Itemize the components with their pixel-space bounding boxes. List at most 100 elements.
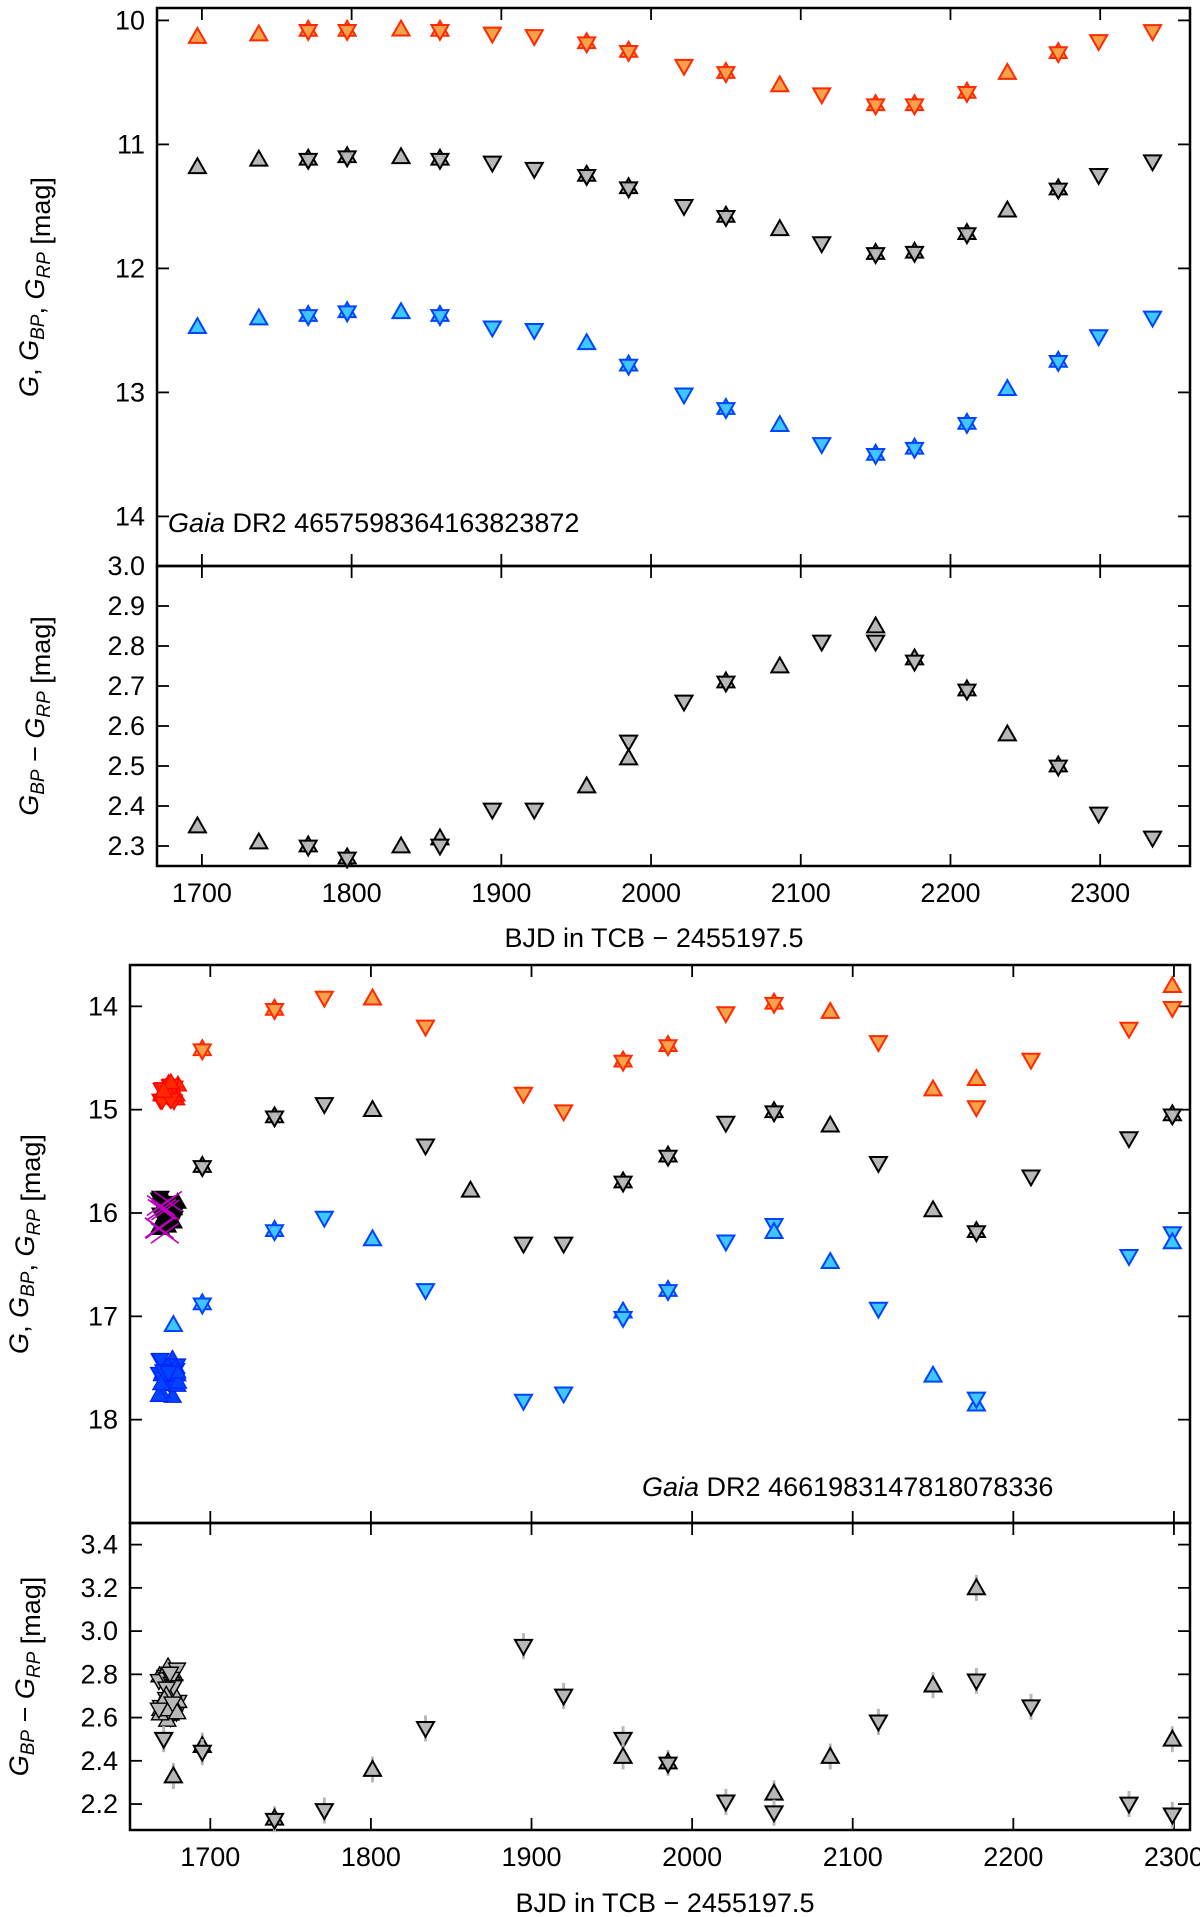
data-point [922,1364,944,1383]
x-tick-label: 1800 [322,878,382,908]
data-point [1162,1728,1183,1747]
y-axis-title-part: G [10,1678,40,1699]
data-point [513,1638,534,1657]
data-point-down [297,23,319,42]
y-tick-label: 14 [88,991,118,1021]
y-tick-label: 14 [115,501,145,531]
data-point [187,156,208,175]
x-tick-label: 2100 [771,878,831,908]
data-point-down [1048,46,1069,65]
data-point-down [715,675,737,694]
x-tick-label: 1900 [501,1842,561,1872]
y-axis-title-part: G [10,1236,40,1257]
data-point-down [336,23,358,42]
data-point-down [576,169,597,187]
data-point-down [297,152,319,171]
data-point [811,437,832,455]
cluster-marker [158,1365,179,1383]
y-axis-title: G, GBP, GRP [mag] [14,177,56,397]
annotation-italic: Gaia [642,1472,699,1502]
y-axis-title-part: RP [34,252,55,279]
data-point [1020,1052,1042,1071]
y-tick-label: 10 [115,5,145,35]
data-point [553,1386,574,1405]
y-axis-title-part: RP [24,1209,45,1236]
data-point-down [657,1284,679,1303]
data-point [1088,329,1109,348]
data-point [1088,34,1109,52]
y-tick-label: 16 [88,1198,118,1228]
y-axis-title-part: [mag] [26,177,56,252]
cluster-marker [150,1352,170,1370]
y-axis-title-part: RP [24,1651,45,1678]
data-point-down [657,1149,679,1168]
cluster-marker [161,1072,181,1090]
data-point [482,155,503,174]
data-point [868,1035,889,1054]
data-point [163,1314,184,1332]
x-tick-label: 1700 [172,878,232,908]
data-point [820,1251,841,1269]
data-point [673,58,695,77]
data-point-down [657,1756,679,1775]
data-point-down [763,996,785,1015]
flagged-cross-marker [150,1222,180,1244]
data-point [922,1199,944,1218]
data-point [553,1688,574,1707]
y-axis-title-part: G [20,718,50,739]
data-point [715,1794,737,1813]
data-point [553,1236,574,1255]
data-point [997,378,1018,397]
x-tick-label: 1700 [180,1842,240,1872]
data-point [966,1577,987,1596]
y-axis-title-part: − [20,739,50,770]
y-tick-label: 3.2 [80,1573,118,1603]
data-point [715,1234,737,1253]
plot-frame [155,6,1192,568]
data-point-down [336,305,358,324]
data-point [1142,24,1163,43]
data-point [163,1765,184,1784]
y-axis-title: G, GBP, GRP [mag] [4,1134,46,1354]
annotation-rest: DR2 4661983147818078336 [699,1472,1053,1502]
data-point-down [1048,759,1069,778]
data-point [865,634,886,653]
data-point [415,1138,436,1157]
y-tick-label: 2.4 [107,791,145,821]
data-point [314,1210,335,1229]
data-point-down [1048,182,1069,201]
data-point [187,26,208,44]
x-axis-title: BJD in TCB − 2455197.5 [516,1888,815,1917]
data-point [865,615,886,634]
data-point [763,1805,785,1824]
data-point [513,1236,534,1255]
y-axis-title-part: G [14,340,44,361]
data-point [922,1078,944,1097]
data-point-down [297,309,319,328]
y-axis-title-part: , [4,1318,34,1333]
annotation-star-id: Gaia DR2 4657598364163823872 [168,508,579,538]
data-point-down [904,98,925,117]
data-point [612,1745,634,1764]
data-point-down [618,358,639,377]
y-tick-label: 2.5 [107,751,145,781]
data-point-down [192,1160,213,1179]
data-point [314,990,335,1009]
data-point [612,1311,634,1329]
data-point [187,316,208,335]
x-tick-label: 2300 [1070,878,1130,908]
plot-frame [155,564,1192,868]
y-tick-label: 18 [88,1405,118,1435]
data-point [390,301,412,320]
data-point [922,1674,944,1693]
data-point-down [715,402,737,421]
data-point [769,74,791,93]
x-tick-label: 2200 [983,1842,1043,1872]
cluster-marker [151,1373,171,1391]
data-point [362,1099,383,1118]
data-point [513,1393,534,1412]
y-tick-label: 12 [115,253,145,283]
data-point [715,1006,737,1025]
data-point [811,634,832,653]
